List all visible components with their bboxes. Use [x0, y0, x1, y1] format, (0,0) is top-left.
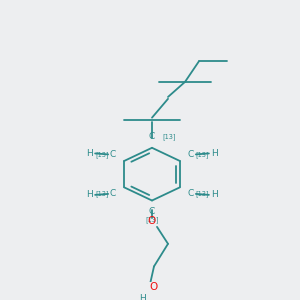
Text: [13]: [13]: [95, 190, 109, 197]
Text: H: H: [212, 190, 218, 200]
Text: [13]: [13]: [195, 190, 208, 197]
Text: H: H: [139, 294, 145, 300]
Text: H: H: [86, 190, 92, 200]
Text: H: H: [212, 149, 218, 158]
Text: C: C: [149, 207, 155, 216]
Text: [13]: [13]: [95, 151, 109, 158]
Text: H: H: [86, 149, 92, 158]
Text: C: C: [110, 150, 116, 159]
Text: C: C: [110, 189, 116, 198]
Text: O: O: [148, 216, 156, 226]
Text: C: C: [188, 150, 194, 159]
Text: [13]: [13]: [145, 216, 159, 223]
Text: [13]: [13]: [162, 133, 176, 140]
Text: C: C: [188, 189, 194, 198]
Text: [13]: [13]: [195, 151, 208, 158]
Text: O: O: [150, 282, 158, 292]
Text: C: C: [149, 132, 155, 141]
